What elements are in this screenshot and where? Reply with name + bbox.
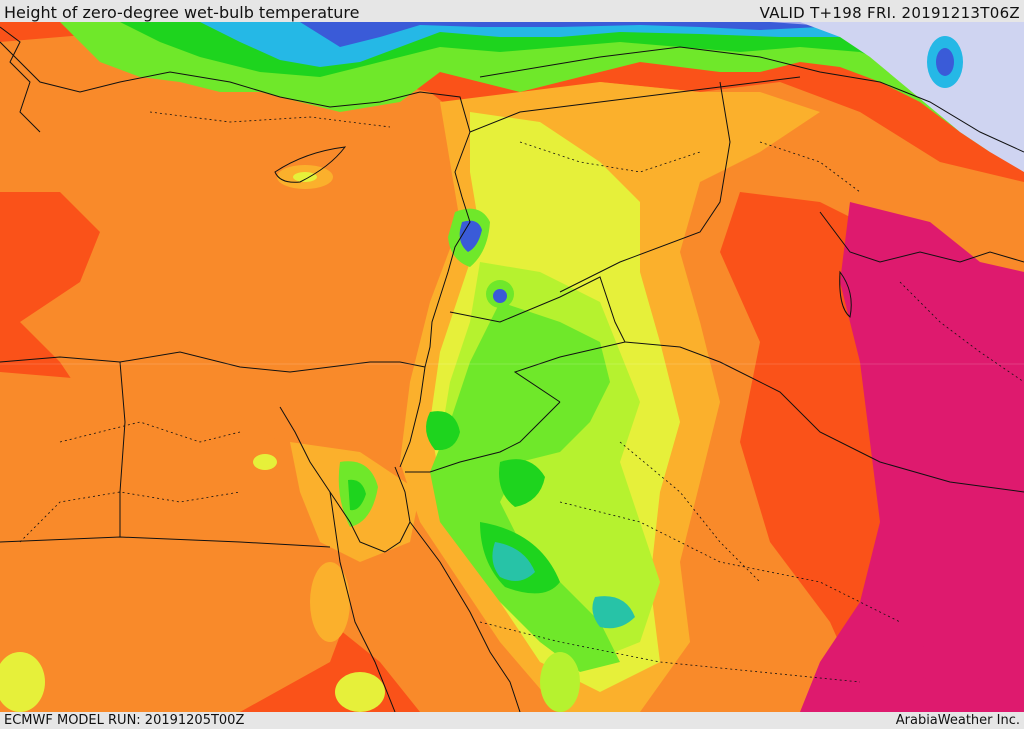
boundary-turkey-1 — [149, 111, 391, 128]
field-caucasus-blue — [936, 48, 954, 76]
field-dark-green-1 — [499, 459, 545, 507]
border-saudi-jordan — [405, 401, 561, 473]
field-cyprus-core — [293, 172, 317, 182]
field-magenta — [800, 202, 1024, 712]
border-saudi-iraq — [624, 341, 1024, 493]
boundary-egypt-1 — [59, 421, 241, 443]
coast-turkey-south — [0, 41, 471, 198]
field-north-cyan — [200, 22, 1024, 112]
map-title: Height of zero-degree wet-bulb temperatu… — [4, 3, 360, 22]
border-syria-iraq — [559, 81, 731, 293]
coast-aegean — [0, 26, 41, 133]
field-north-pale — [800, 22, 1024, 172]
field-green — [430, 302, 620, 672]
boundary-iran-1 — [899, 281, 1024, 383]
borders — [0, 76, 1024, 548]
header-bar: Height of zero-degree wet-bulb temperatu… — [0, 0, 1024, 22]
field-egypt-patch-4 — [0, 652, 45, 712]
border-jordan — [449, 276, 626, 403]
coast-gulf — [819, 211, 1024, 263]
field-egypt-patch-1 — [253, 454, 277, 470]
boundary-iraq-1 — [759, 141, 861, 193]
border-syria-turkey — [469, 76, 801, 133]
field-egypt-patch-3 — [335, 672, 385, 712]
field-lebanon-blue — [459, 220, 482, 252]
border-egypt-sudan — [0, 536, 331, 548]
credit: ArabiaWeather Inc. — [895, 713, 1020, 728]
field-blue-syria — [493, 289, 507, 303]
boundary-saudi-2 — [559, 501, 901, 623]
coastlines — [0, 26, 1024, 712]
coast-egypt-north — [0, 351, 426, 373]
coast-qatar — [839, 270, 852, 318]
field-magenta-patch — [912, 640, 992, 684]
border-israel — [399, 366, 426, 468]
field-teal-2 — [592, 596, 635, 629]
coast-red-sea-east — [409, 521, 521, 712]
field-dark-green-sinai — [348, 479, 366, 511]
boundary-saudi-1 — [619, 441, 761, 583]
field-egypt-patch-2 — [310, 562, 350, 642]
coast-red-sea-west — [329, 491, 396, 712]
border-egypt-libya — [119, 361, 126, 537]
weather-map — [0, 22, 1024, 712]
boundary-syria-1 — [519, 141, 701, 173]
footer-bar: ECMWF MODEL RUN: 20191205T00Z ArabiaWeat… — [0, 712, 1024, 729]
field-teal-1 — [492, 542, 535, 581]
model-run: ECMWF MODEL RUN: 20191205T00Z — [4, 713, 245, 728]
coast-levant — [424, 196, 471, 368]
coast-cyprus — [274, 146, 347, 183]
coast-black-sea — [479, 46, 1024, 153]
internal-boundaries — [19, 111, 1024, 683]
valid-time: VALID T+198 FRI. 20191213T06Z — [759, 4, 1020, 22]
field-dark-green-2 — [426, 411, 460, 451]
field-yemen-patch — [540, 652, 580, 712]
